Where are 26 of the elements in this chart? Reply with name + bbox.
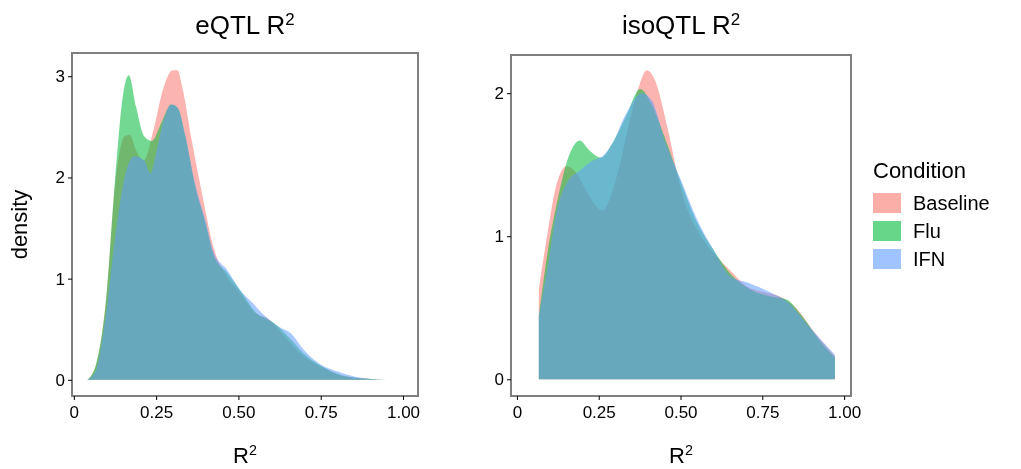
x-tick-label: 0.25	[582, 403, 616, 423]
legend-label: Flu	[913, 220, 941, 242]
x-tick-label: 1.00	[386, 403, 421, 423]
x-tick-label: 0	[69, 403, 80, 423]
x-tick-label: 0.25	[140, 403, 174, 423]
legend-label: Baseline	[913, 192, 990, 214]
y-axis-title: density	[7, 189, 32, 260]
chart-title: eQTL R$^{2}$	[195, 9, 295, 40]
x-axis-title: R$^{2}$	[233, 442, 257, 468]
x-axis-title: R$^{2}$	[669, 442, 693, 468]
chart-title: isoQTL R$^{2}$	[621, 9, 741, 40]
x-tick-label: 0.50	[222, 403, 256, 423]
legend-title: Condition	[873, 158, 966, 183]
y-tick-label: 1	[55, 269, 65, 289]
x-tick-label: 0	[512, 403, 523, 423]
legend-label: IFN	[913, 248, 946, 270]
y-tick-label: 2	[494, 84, 504, 104]
x-tick-label: 0.75	[304, 403, 338, 423]
x-tick-label: 0.75	[746, 403, 780, 423]
y-tick-label: 2	[55, 168, 65, 188]
y-tick-label: 0	[55, 370, 65, 390]
y-tick-label: 0	[494, 370, 504, 390]
x-tick-label: 0.50	[664, 403, 698, 423]
x-tick-label: 1.00	[828, 403, 862, 423]
y-tick-label: 1	[494, 227, 504, 247]
y-tick-label: 3	[55, 67, 65, 87]
